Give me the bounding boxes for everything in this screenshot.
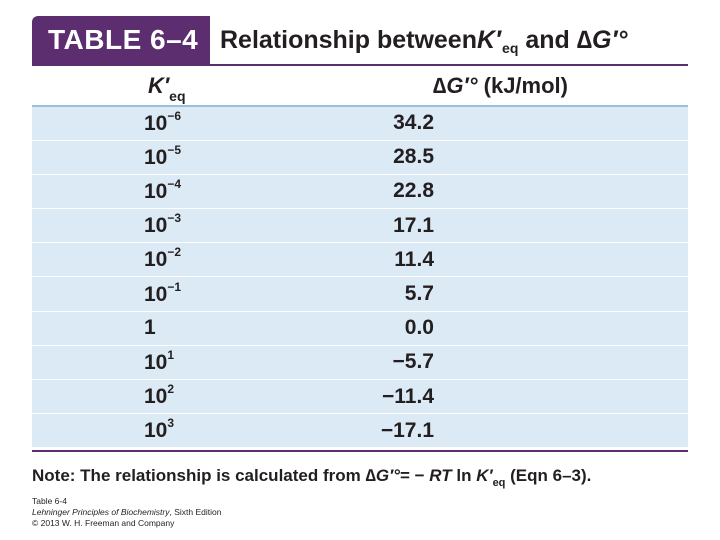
keq-base: 10 [144,385,168,409]
keq-base: 10 [144,419,168,443]
keq-cell: 10−4 [32,174,381,210]
note-formula-lhs: ∆G′° [365,466,400,485]
note-text-post: (Eqn 6–3). [505,466,592,485]
keq-exponent: −4 [167,176,182,191]
keq-symbol: K′ [148,72,170,98]
keq-delta-g-table: K′eq ∆G′° (kJ/mol) 10−6 34.2 10−5 28.5 10−4 2… [32,66,688,449]
table-title: Relationship between K′ eq and ∆G′° [220,16,627,64]
table-row: 103 −17.1 [32,413,688,449]
keq-cell: 102 [32,379,381,415]
keq-base: 10 [144,145,168,169]
keq-base: 10 [144,111,168,135]
delta-g-cell: 28.5 [380,140,688,175]
table-row: 10−6 34.2 [32,106,688,141]
table-body: 10−6 34.2 10−5 28.5 10−4 22.8 10−3 17.1 10−2 11.4… [32,106,688,449]
keq-exponent: 3 [167,416,175,431]
caption-book-title: Lehninger Principles of Biochemistry [32,507,170,517]
delta-g-symbol: ∆G′° [432,72,478,98]
delta-g-cell: 22.8 [380,174,688,210]
table-header-row: K′eq ∆G′° (kJ/mol) [32,66,688,107]
caption-book: Lehninger Principles of Biochemistry, Si… [32,507,221,518]
table-row: 10−3 17.1 [32,208,688,244]
note-formula-rt: RT [429,466,452,485]
figure-caption: Table 6-4 Lehninger Principles of Bioche… [32,496,221,529]
caption-table-label: Table 6-4 [32,496,67,506]
note-formula-k-sub: eq [492,477,506,489]
keq-cell: 10−5 [32,140,381,175]
title-text-pre: Relationship between [220,25,477,54]
note-formula-ln: ln [451,466,477,485]
delta-g-cell: −11.4 [380,379,688,415]
table-header: TABLE 6–4 Relationship between K′ eq and … [32,16,688,64]
keq-subscript: eq [169,87,186,104]
keq-cell: 10−2 [32,242,381,278]
table-row: 1 0.0 [32,311,688,346]
keq-exponent: 2 [167,382,175,397]
note-rule [32,450,688,452]
keq-exponent: −3 [167,211,182,226]
column-header-delta-g: ∆G′° (kJ/mol) [380,66,688,107]
table-number-badge: TABLE 6–4 [32,16,210,64]
keq-cell: 10−6 [32,106,381,141]
title-k-symbol: K′ [476,25,502,54]
note-label: Note: [32,466,76,485]
keq-exponent: 1 [167,347,175,362]
table-row: 102 −11.4 [32,379,688,415]
delta-g-cell: 5.7 [380,276,688,312]
table-row: 10−1 5.7 [32,276,688,312]
keq-cell: 101 [32,345,381,381]
keq-exponent: −2 [167,245,182,260]
table-row: 10−4 22.8 [32,174,688,210]
delta-g-cell: 17.1 [380,208,688,244]
caption-edition: , Sixth Edition [169,507,222,517]
keq-exponent: −1 [167,279,182,294]
caption-copyright: © 2013 W. H. Freeman and Company [32,518,175,528]
delta-g-cell: 0.0 [380,311,688,346]
keq-cell: 1 [32,311,381,346]
delta-g-cell: 11.4 [380,242,688,278]
title-text-mid: and [518,25,577,54]
data-table-container: K′eq ∆G′° (kJ/mol) 10−6 34.2 10−5 28.5 10−4 2… [32,64,688,449]
title-delta-g-symbol: ∆G′° [576,25,628,54]
delta-g-cell: −5.7 [380,345,688,381]
table-row: 101 −5.7 [32,345,688,381]
table-row: 10−2 11.4 [32,242,688,278]
keq-base: 10 [144,248,168,272]
keq-cell: 103 [32,413,381,449]
keq-cell: 10−1 [32,276,381,312]
keq-base: 10 [144,350,168,374]
table-note: Note: The relationship is calculated fro… [32,466,688,489]
note-formula-k: K′ [476,466,493,485]
keq-base: 10 [144,282,168,306]
delta-g-cell: 34.2 [380,106,688,141]
keq-exponent: −5 [167,142,182,157]
keq-base: 1 [144,316,156,340]
title-k-subscript: eq [502,40,519,56]
delta-g-unit: (kJ/mol) [477,72,568,98]
delta-g-cell: −17.1 [380,413,688,449]
note-formula-mid: = − [399,466,430,485]
keq-exponent: −6 [167,108,182,123]
keq-base: 10 [144,179,168,203]
keq-base: 10 [144,214,168,238]
column-header-keq: K′eq [32,66,381,107]
table-top-rule [32,64,688,66]
table-row: 10−5 28.5 [32,140,688,175]
keq-cell: 10−3 [32,208,381,244]
note-text-pre: The relationship is calculated from [75,466,366,485]
